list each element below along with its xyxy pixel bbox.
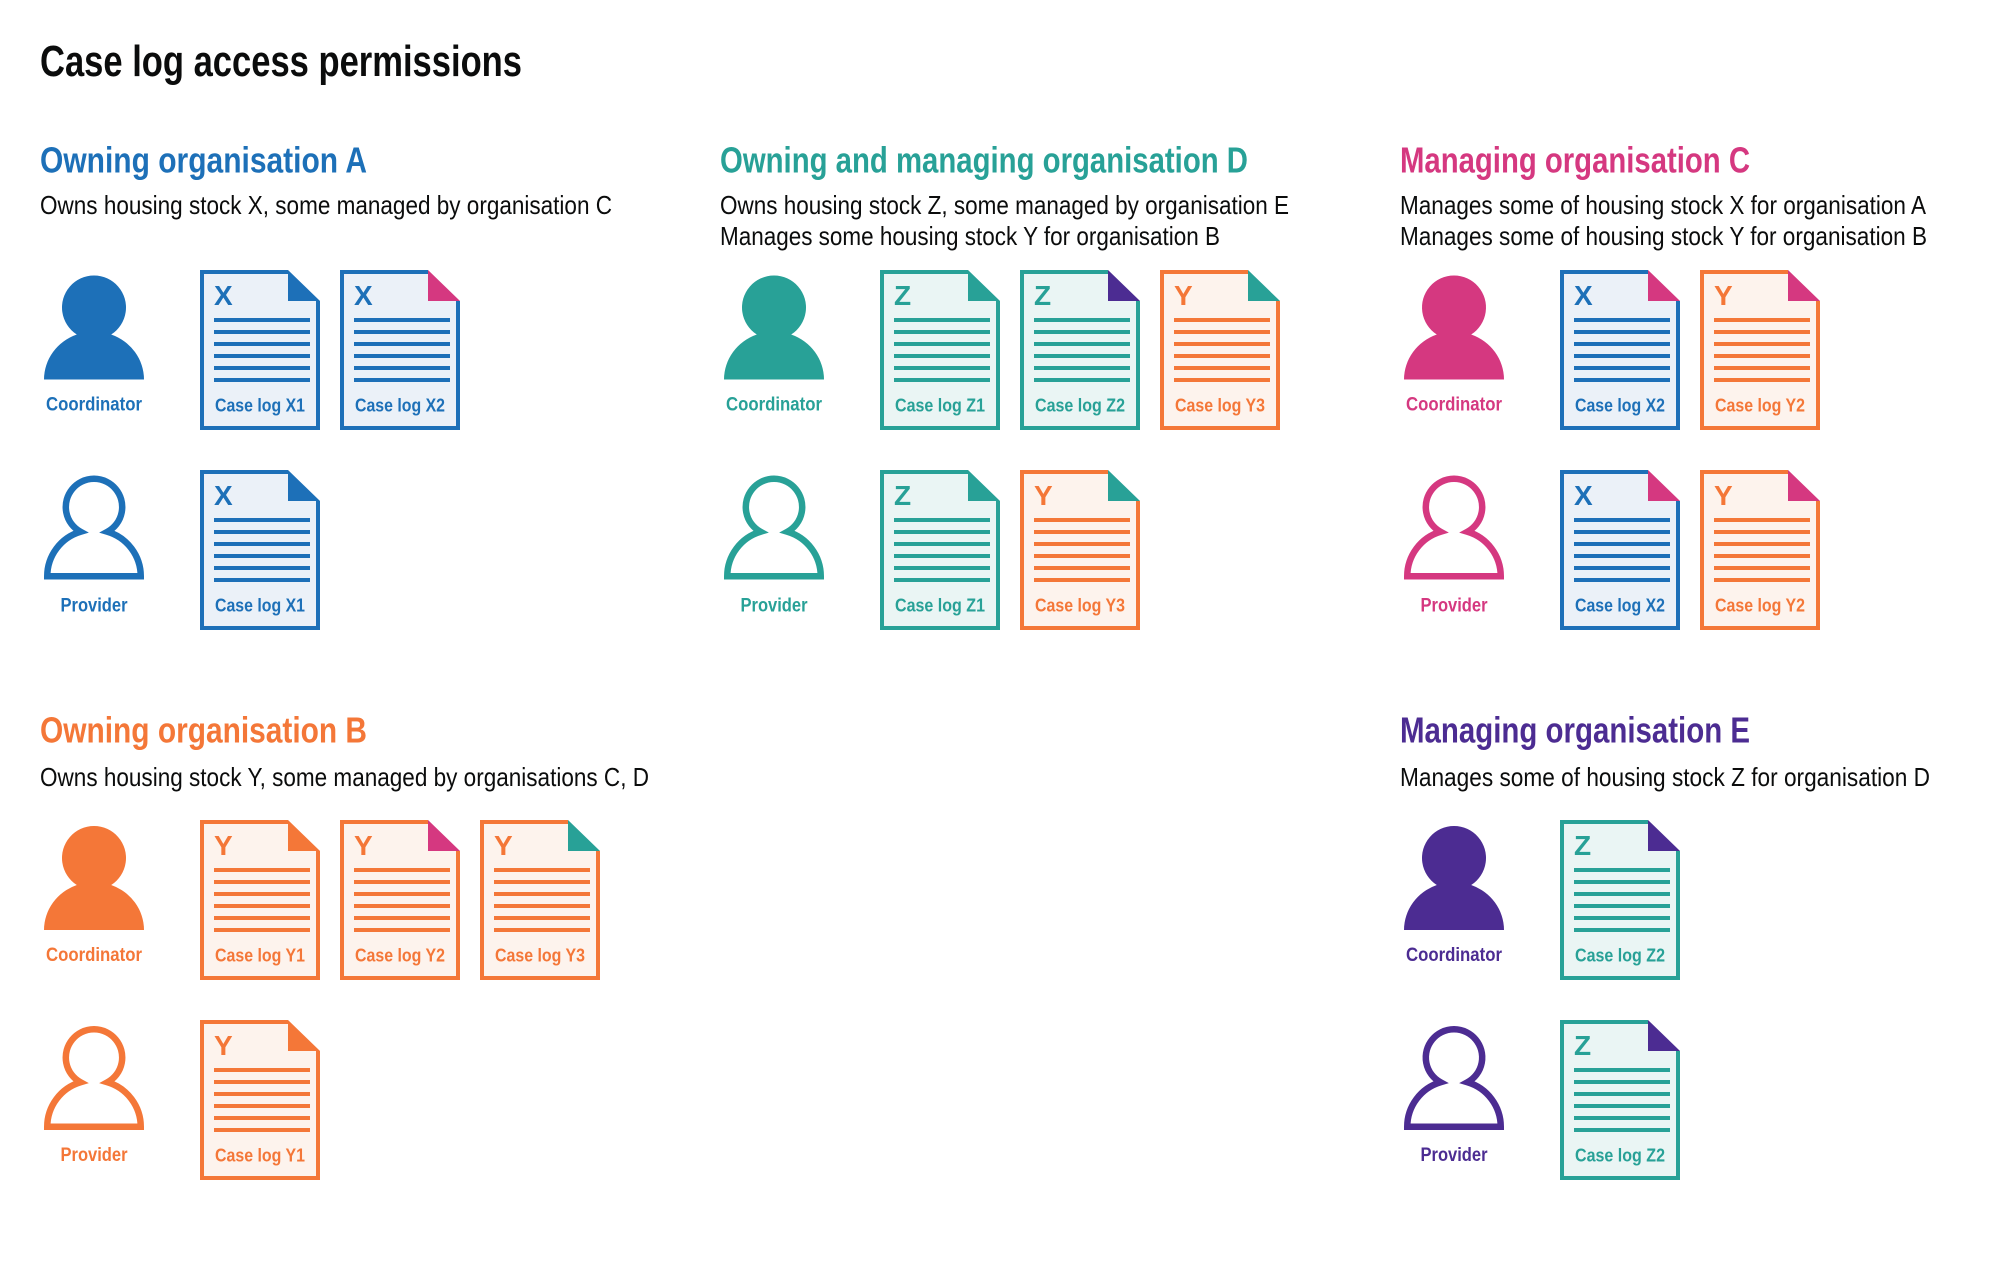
svg-text:Case log Z2: Case log Z2 [1035, 395, 1125, 416]
svg-text:Owns housing stock Z, some man: Owns housing stock Z, some managed by or… [720, 190, 1289, 220]
svg-text:Case log Y3: Case log Y3 [1035, 595, 1125, 616]
svg-text:Y: Y [1714, 280, 1733, 311]
svg-text:Z: Z [1034, 280, 1051, 311]
svg-text:Case log X2: Case log X2 [355, 395, 445, 416]
svg-text:Coordinator: Coordinator [1406, 945, 1503, 966]
svg-text:X: X [354, 280, 373, 311]
svg-text:X: X [1574, 280, 1593, 311]
svg-text:Case log Y1: Case log Y1 [215, 945, 305, 966]
svg-text:Case log Y2: Case log Y2 [1715, 395, 1805, 416]
svg-text:Case log X2: Case log X2 [1575, 395, 1665, 416]
svg-text:Owning organisation B: Owning organisation B [40, 710, 367, 751]
svg-text:Case log Z2: Case log Z2 [1575, 1145, 1665, 1166]
svg-text:Provider: Provider [1421, 1145, 1489, 1166]
svg-text:Case log Y2: Case log Y2 [1715, 595, 1805, 616]
svg-text:X: X [214, 280, 233, 311]
svg-text:Y: Y [214, 1030, 233, 1061]
svg-text:Y: Y [494, 830, 513, 861]
svg-text:Coordinator: Coordinator [46, 395, 143, 416]
svg-text:Case log Z1: Case log Z1 [895, 595, 985, 616]
svg-text:Owning and managing organisati: Owning and managing organisation D [720, 140, 1248, 181]
svg-text:Case log X2: Case log X2 [1575, 595, 1665, 616]
svg-text:Z: Z [894, 280, 911, 311]
svg-text:Case log Y1: Case log Y1 [215, 1145, 305, 1166]
svg-text:Manages some housing stock Y f: Manages some housing stock Y for organis… [720, 221, 1220, 251]
svg-text:Y: Y [1174, 280, 1193, 311]
svg-text:Managing organisation E: Managing organisation E [1400, 710, 1750, 751]
svg-text:Manages some of housing stock: Manages some of housing stock Z for orga… [1400, 762, 1930, 792]
svg-text:Managing organisation C: Managing organisation C [1400, 140, 1750, 181]
svg-text:Y: Y [1714, 480, 1733, 511]
svg-text:Z: Z [1574, 830, 1591, 861]
svg-text:Case log Y2: Case log Y2 [355, 945, 445, 966]
svg-text:Y: Y [214, 830, 233, 861]
svg-text:Provider: Provider [741, 595, 809, 616]
svg-text:Z: Z [1574, 1030, 1591, 1061]
svg-text:Coordinator: Coordinator [1406, 395, 1503, 416]
svg-text:Provider: Provider [61, 1145, 129, 1166]
svg-text:X: X [214, 480, 233, 511]
svg-text:Coordinator: Coordinator [726, 395, 823, 416]
svg-text:Provider: Provider [1421, 595, 1489, 616]
svg-text:Y: Y [354, 830, 373, 861]
svg-text:Case log access permissions: Case log access permissions [40, 37, 522, 86]
svg-text:Case log Z2: Case log Z2 [1575, 945, 1665, 966]
svg-text:Owning organisation A: Owning organisation A [40, 140, 367, 181]
svg-text:Manages some of housing stock: Manages some of housing stock X for orga… [1400, 190, 1927, 220]
svg-text:Case log X1: Case log X1 [215, 395, 305, 416]
svg-text:X: X [1574, 480, 1593, 511]
svg-text:Y: Y [1034, 480, 1053, 511]
svg-text:Case log Y3: Case log Y3 [495, 945, 585, 966]
svg-text:Case log X1: Case log X1 [215, 595, 305, 616]
svg-text:Provider: Provider [61, 595, 129, 616]
svg-text:Owns housing stock Y, some man: Owns housing stock Y, some managed by or… [40, 762, 649, 792]
svg-text:Case log Z1: Case log Z1 [895, 395, 985, 416]
svg-text:Coordinator: Coordinator [46, 945, 143, 966]
svg-text:Owns housing stock X, some man: Owns housing stock X, some managed by or… [40, 190, 612, 220]
svg-text:Case log Y3: Case log Y3 [1175, 395, 1265, 416]
svg-text:Manages some of housing stock: Manages some of housing stock Y for orga… [1400, 221, 1927, 251]
svg-text:Z: Z [894, 480, 911, 511]
